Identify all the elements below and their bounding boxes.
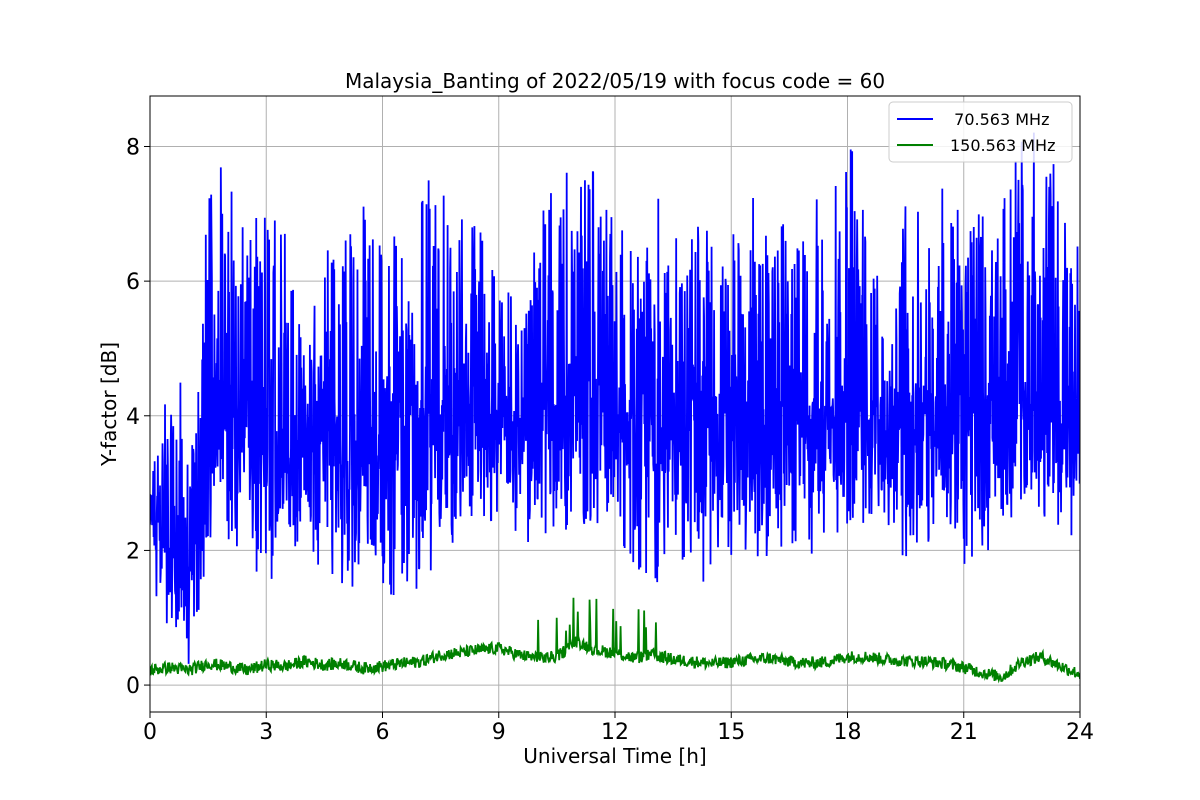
y-axis-label: Y-factor [dB] — [97, 342, 121, 467]
legend-label-150mhz: 150.563 MHz — [950, 136, 1055, 155]
y-tick-label: 0 — [126, 674, 140, 699]
y-tick-label: 4 — [126, 405, 140, 430]
x-tick-label: 24 — [1066, 720, 1094, 745]
x-tick-label: 21 — [950, 720, 978, 745]
series-line-150mhz — [150, 597, 1080, 684]
chart-title: Malaysia_Banting of 2022/05/19 with focu… — [345, 69, 885, 93]
x-tick-label: 12 — [601, 720, 629, 745]
x-tick-label: 0 — [143, 720, 157, 745]
x-tick-label: 9 — [492, 720, 506, 745]
legend-label-70mhz: 70.563 MHz — [944, 110, 1049, 129]
plot-series — [150, 132, 1080, 684]
y-axis-ticks: 0 2 4 6 8 — [126, 135, 150, 699]
x-axis-label: Universal Time [h] — [523, 744, 706, 768]
x-tick-label: 15 — [717, 720, 745, 745]
y-tick-label: 6 — [126, 270, 140, 295]
legend: 70.563 MHz 150.563 MHz — [888, 101, 1073, 163]
y-tick-label: 2 — [126, 539, 140, 564]
x-tick-label: 18 — [834, 720, 862, 745]
x-axis-ticks: 0 3 6 9 12 15 18 21 24 — [143, 712, 1094, 745]
x-tick-label: 3 — [259, 720, 273, 745]
series-line-70mhz — [150, 132, 1080, 664]
x-tick-label: 6 — [376, 720, 390, 745]
legend-box — [888, 101, 1073, 163]
y-tick-label: 8 — [126, 135, 140, 160]
